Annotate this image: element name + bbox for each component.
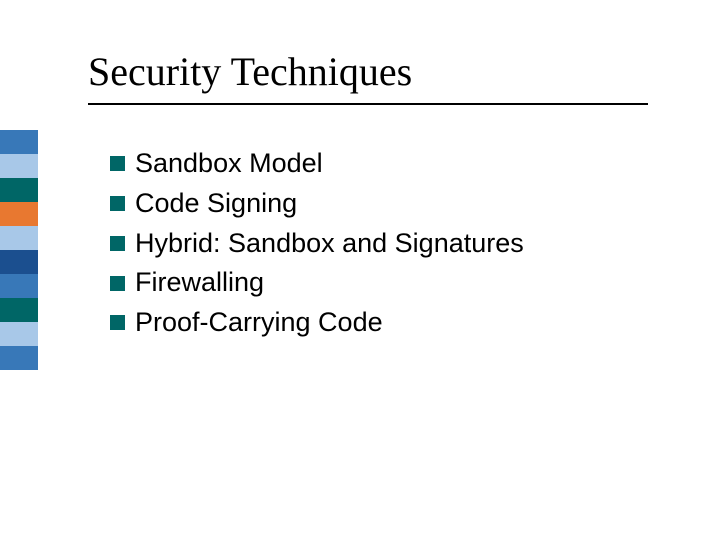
list-item: Proof-Carrying Code [110, 306, 680, 340]
list-item: Code Signing [110, 187, 680, 221]
stripe-6 [0, 274, 38, 298]
bullet-text: Proof-Carrying Code [135, 306, 383, 340]
slide-title: Security Techniques [88, 48, 680, 95]
bullet-icon [110, 276, 125, 291]
stripe-1 [0, 154, 38, 178]
stripe-5 [0, 250, 38, 274]
bullet-text: Code Signing [135, 187, 297, 221]
list-item: Sandbox Model [110, 147, 680, 181]
bullet-icon [110, 315, 125, 330]
bullet-text: Sandbox Model [135, 147, 323, 181]
bullet-icon [110, 196, 125, 211]
bullet-text: Hybrid: Sandbox and Signatures [135, 227, 524, 261]
bullet-icon [110, 236, 125, 251]
bullet-icon [110, 156, 125, 171]
stripe-4 [0, 226, 38, 250]
stripe-2 [0, 178, 38, 202]
bullet-text: Firewalling [135, 266, 264, 300]
stripe-9 [0, 346, 38, 370]
stripe-3 [0, 202, 38, 226]
stripe-0 [0, 130, 38, 154]
bullet-list: Sandbox Model Code Signing Hybrid: Sandb… [110, 147, 680, 340]
list-item: Firewalling [110, 266, 680, 300]
stripe-8 [0, 322, 38, 346]
decorative-stripe-block [0, 130, 38, 370]
slide-content: Security Techniques Sandbox Model Code S… [88, 48, 680, 346]
stripe-7 [0, 298, 38, 322]
list-item: Hybrid: Sandbox and Signatures [110, 227, 680, 261]
title-underline [88, 103, 648, 105]
